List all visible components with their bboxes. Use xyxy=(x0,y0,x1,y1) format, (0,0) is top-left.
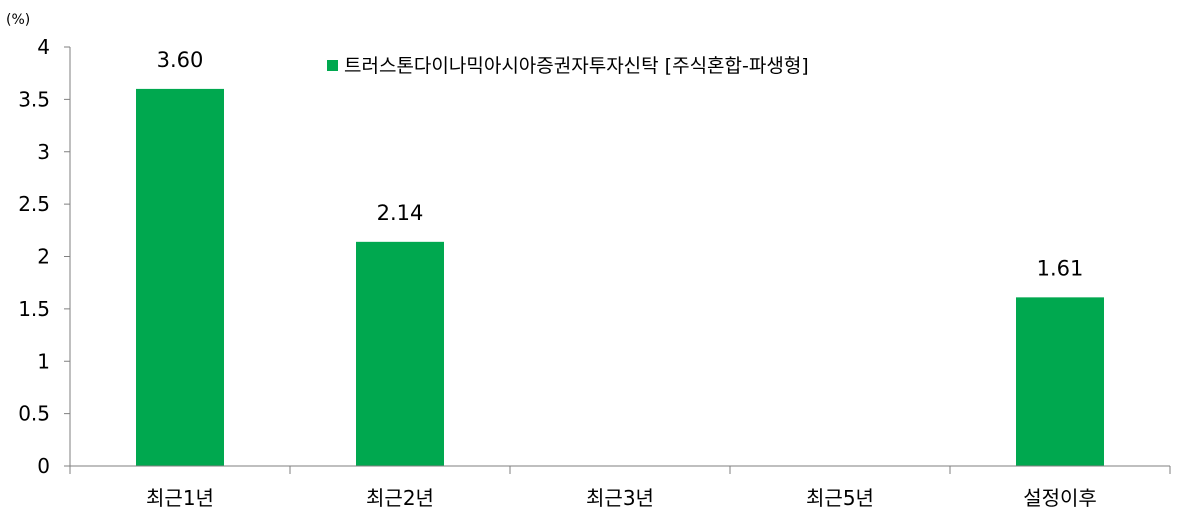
bar xyxy=(1016,297,1104,466)
legend-label: 트러스톤다이나믹아시아증권자투자신탁 [주식혼합-파생형] xyxy=(344,55,809,77)
x-axis: 최근1년 최근2년 최근3년 최근5년 설정이후 xyxy=(69,465,1171,510)
y-tick-label: 0.5 xyxy=(18,402,50,426)
x-tick-label: 최근5년 xyxy=(806,486,874,510)
y-tick-label: 1.5 xyxy=(18,297,50,321)
y-tick-label: 0 xyxy=(37,454,50,478)
y-axis-unit-label: (%) xyxy=(6,12,30,28)
data-label: 1.61 xyxy=(1037,256,1084,280)
data-label: 2.14 xyxy=(377,201,424,225)
bar xyxy=(356,241,444,466)
data-label: 3.60 xyxy=(157,48,204,72)
x-tick-label: 설정이후 xyxy=(1023,486,1097,510)
y-tick-label: 2.5 xyxy=(18,192,50,216)
bar xyxy=(136,88,224,467)
y-tick-label: 3 xyxy=(37,140,50,164)
y-tick-label: 2 xyxy=(37,245,50,269)
y-tick-label: 4 xyxy=(37,35,50,59)
bars xyxy=(136,88,1104,467)
y-tick-label: 1 xyxy=(37,349,50,373)
legend: 트러스톤다이나믹아시아증권자투자신탁 [주식혼합-파생형] xyxy=(327,55,809,77)
legend-swatch xyxy=(327,60,338,71)
x-tick-label: 최근2년 xyxy=(366,486,434,510)
data-labels: 3.60 2.14 1.61 xyxy=(157,48,1084,280)
x-tick-label: 최근3년 xyxy=(586,486,654,510)
x-tick-label: 최근1년 xyxy=(146,486,214,510)
y-axis: 0 0.5 1 1.5 2 2.5 3 3.5 4 xyxy=(18,35,71,478)
y-tick-label: 3.5 xyxy=(18,87,50,111)
